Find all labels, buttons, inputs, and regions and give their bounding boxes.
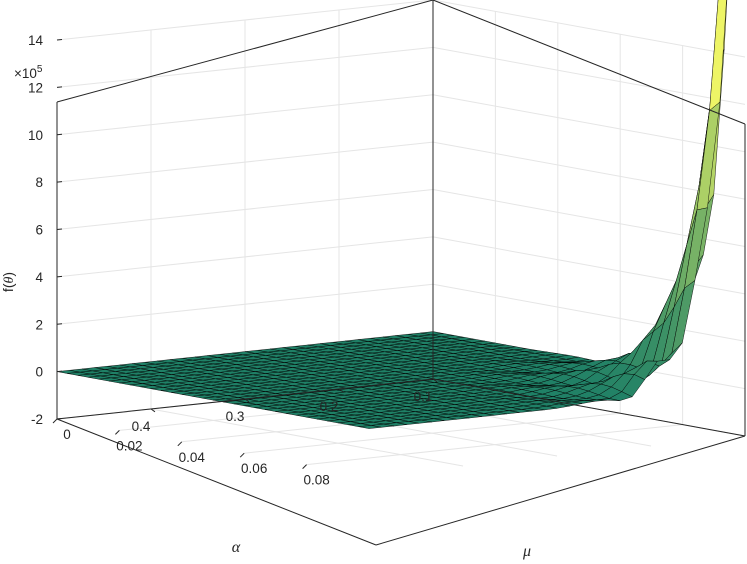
x-tick-mark <box>150 408 156 413</box>
top-right-edge <box>432 0 746 125</box>
axis-labels: f(θ) α μ ×105 -2 0 2 4 6 8 10 12 14 0.1 0.2 0.3 0.4 0… <box>0 33 531 560</box>
z-tick-mark <box>56 133 63 136</box>
x-tick-mark <box>432 378 438 383</box>
x-axis-label: α <box>232 539 241 556</box>
z-tick-label: 12 <box>28 80 43 95</box>
z-tick-label: 0 <box>35 365 43 380</box>
z-tick-mark <box>56 39 63 41</box>
z-tick-mark <box>56 370 63 373</box>
y-axis-label: μ <box>522 543 531 560</box>
x-tick-label: 0.4 <box>132 419 151 434</box>
y-tick-label: 0.06 <box>241 461 267 476</box>
z-gridline-right <box>432 46 746 105</box>
z-tick-label: -2 <box>31 412 43 427</box>
z-tick-label: 6 <box>35 223 43 238</box>
y-tick-mark <box>52 418 58 424</box>
z-tick-mark <box>56 228 63 230</box>
z-exponent-label: ×105 <box>14 64 43 81</box>
z-tick-mark <box>56 323 63 325</box>
z-gridline-right <box>432 141 746 200</box>
x-tick-mark <box>338 388 344 393</box>
y-tick-label: 0.02 <box>116 438 142 453</box>
y-gridline-floor <box>244 412 621 454</box>
y-axis-line <box>375 435 746 546</box>
axes <box>52 0 746 546</box>
surface-mesh <box>56 0 728 429</box>
z-tick-mark <box>56 275 63 278</box>
z-tick-label: 4 <box>35 270 43 285</box>
z-tick-label: 14 <box>28 33 44 48</box>
x-axis-line <box>56 418 377 546</box>
z-tick-mark <box>56 418 63 420</box>
z-tick-mark <box>56 181 63 183</box>
y-gridline-floor <box>306 424 683 466</box>
z-tick-mark <box>56 86 63 88</box>
y-tick-mark <box>239 452 245 458</box>
z-gridline-right <box>432 94 746 153</box>
x-tick-mark <box>244 398 250 403</box>
z-tick-label: 8 <box>35 175 43 190</box>
x-tick-label: 0.3 <box>226 409 245 424</box>
floor-back-right <box>432 378 746 437</box>
y-tick-mark <box>115 430 120 435</box>
x-tick-label: 0.1 <box>414 389 433 404</box>
top-left-edge <box>56 0 434 103</box>
z-axis-label: f(θ) <box>0 272 17 292</box>
y-tick-label: 0 <box>63 427 71 442</box>
y-tick-mark <box>177 441 183 447</box>
y-tick-label: 0.08 <box>303 473 329 488</box>
x-tick-label: 0.2 <box>320 399 339 414</box>
x-gridline-floor <box>150 408 464 467</box>
z-tick-label: 10 <box>28 128 43 143</box>
y-tick-label: 0.04 <box>179 450 206 465</box>
surface-patch <box>358 425 382 429</box>
z-gridline-right <box>432 0 746 58</box>
z-gridline-right <box>432 283 746 342</box>
y-tick-mark <box>302 464 307 469</box>
z-tick-label: 2 <box>35 317 43 332</box>
